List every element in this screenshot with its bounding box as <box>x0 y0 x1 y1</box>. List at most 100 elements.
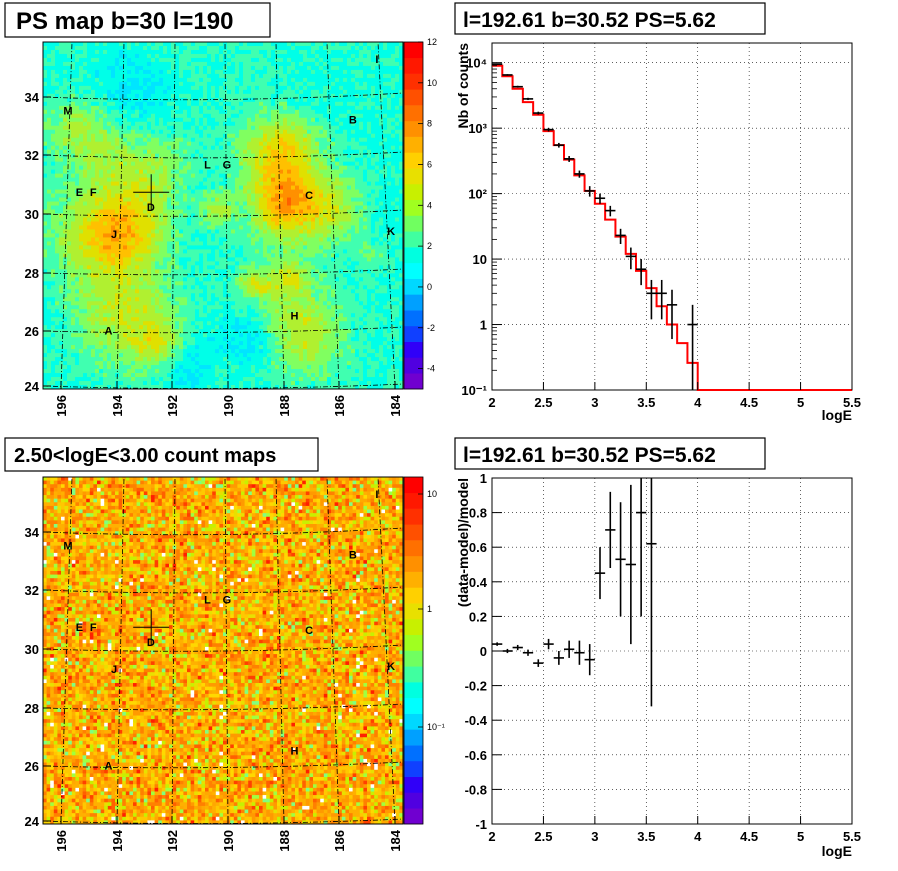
heatmap-cell <box>207 233 212 238</box>
heatmap-cell <box>159 261 164 266</box>
heatmap-cell <box>307 109 312 115</box>
heatmap-cell <box>323 45 328 51</box>
heatmap-cell <box>79 181 84 186</box>
heatmap-cell <box>139 69 144 75</box>
heatmap-cell <box>223 181 228 186</box>
heatmap-cell <box>119 181 124 186</box>
heatmap-cell <box>51 233 56 238</box>
heatmap-cell <box>263 169 268 175</box>
heatmap-cell <box>99 205 104 210</box>
heatmap-cell <box>391 237 396 242</box>
heatmap-cell <box>175 237 180 242</box>
heatmap-cell <box>183 177 188 182</box>
heatmap-cell <box>363 53 368 59</box>
heatmap-cell <box>111 149 116 155</box>
heatmap-cell <box>143 93 148 99</box>
heatmap-cell <box>71 45 76 51</box>
heatmap-cell <box>215 185 220 190</box>
heatmap-cell <box>215 69 220 75</box>
heatmap-cell <box>395 101 400 107</box>
heatmap-cell <box>315 133 320 139</box>
heatmap-cell <box>279 117 284 123</box>
heatmap-cell <box>251 97 256 103</box>
heatmap-cell <box>283 109 288 115</box>
heatmap-cell <box>179 42 184 47</box>
heatmap-cell <box>239 117 244 123</box>
heatmap-cell <box>195 197 200 202</box>
heatmap-cell <box>163 245 168 250</box>
heatmap-cell <box>247 197 252 202</box>
heatmap-cell <box>279 77 284 83</box>
heatmap-cell <box>343 153 348 159</box>
heatmap-cell <box>203 153 208 159</box>
heatmap-cell <box>327 153 332 159</box>
heatmap-cell <box>251 169 256 175</box>
heatmap-cell <box>319 157 324 163</box>
heatmap-cell <box>151 53 156 59</box>
heatmap-cell <box>259 209 264 214</box>
heatmap-cell <box>99 97 104 103</box>
heatmap-cell <box>211 97 216 103</box>
heatmap-cell <box>143 145 148 151</box>
heatmap-cell <box>251 101 256 107</box>
heatmap-cell <box>79 149 84 155</box>
heatmap-cell <box>163 137 168 143</box>
heatmap-cell <box>47 65 52 71</box>
heatmap-cell <box>307 205 312 210</box>
heatmap-cell <box>363 213 368 218</box>
heatmap-cell <box>67 57 72 63</box>
heatmap-cell <box>67 193 72 198</box>
heatmap-cell <box>399 125 403 131</box>
heatmap-cell <box>43 233 48 238</box>
heatmap-cell <box>67 241 72 246</box>
heatmap-cell <box>227 157 232 163</box>
heatmap-cell <box>375 165 380 171</box>
heatmap-cell <box>207 253 212 258</box>
heatmap-cell <box>51 137 56 143</box>
heatmap-cell <box>163 161 168 167</box>
heatmap-cell <box>251 89 256 95</box>
heatmap-cell <box>259 137 264 143</box>
heatmap-cell <box>163 169 168 175</box>
heatmap-cell <box>107 93 112 99</box>
heatmap-cell <box>211 61 216 67</box>
heatmap-cell <box>51 257 56 262</box>
heatmap-cell <box>355 177 360 182</box>
heatmap-cell <box>151 57 156 63</box>
heatmap-cell <box>119 261 124 266</box>
heatmap-cell <box>247 241 252 246</box>
heatmap-cell <box>391 117 396 123</box>
heatmap-cell <box>43 157 48 163</box>
heatmap-cell <box>287 109 292 115</box>
heatmap-cell <box>127 133 132 139</box>
heatmap-cell <box>343 225 348 230</box>
heatmap-cell <box>367 73 372 79</box>
heatmap-cell <box>91 241 96 246</box>
heatmap-cell <box>371 225 376 230</box>
heatmap-cell <box>79 53 84 59</box>
heatmap-cell <box>219 221 224 226</box>
heatmap-cell <box>95 161 100 167</box>
heatmap-cell <box>351 257 356 262</box>
heatmap-cell <box>315 121 320 127</box>
heatmap-cell <box>199 97 204 103</box>
heatmap-cell <box>247 89 252 95</box>
heatmap-cell <box>395 213 400 218</box>
heatmap-cell <box>151 73 156 79</box>
heatmap-cell <box>275 133 280 139</box>
heatmap-cell <box>107 181 112 186</box>
heatmap-cell <box>355 57 360 63</box>
heatmap-cell <box>263 153 268 159</box>
heatmap-cell <box>311 221 316 226</box>
heatmap-cell <box>383 237 388 242</box>
heatmap-cell <box>251 233 256 238</box>
heatmap-cell <box>175 105 180 111</box>
heatmap-cell <box>123 153 128 159</box>
heatmap-cell <box>91 141 96 147</box>
heatmap-cell <box>247 225 252 230</box>
heatmap-cell <box>223 153 228 159</box>
heatmap-cell <box>175 209 180 214</box>
heatmap-cell <box>399 181 403 186</box>
heatmap-cell <box>235 42 240 47</box>
heatmap-cell <box>267 213 272 218</box>
